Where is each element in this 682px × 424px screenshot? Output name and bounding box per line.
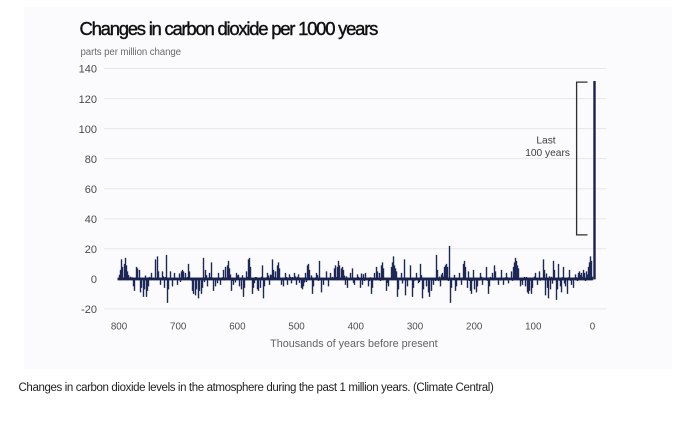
svg-text:400: 400 xyxy=(348,321,365,332)
svg-text:40: 40 xyxy=(85,214,97,226)
svg-text:20: 20 xyxy=(85,244,97,256)
svg-text:Last: Last xyxy=(536,136,555,147)
svg-text:60: 60 xyxy=(85,184,97,196)
svg-text:500: 500 xyxy=(288,321,305,332)
svg-text:300: 300 xyxy=(407,321,424,332)
svg-text:0: 0 xyxy=(91,274,97,286)
svg-text:120: 120 xyxy=(79,94,97,106)
svg-text:Thousands of years before pres: Thousands of years before present xyxy=(270,338,437,350)
svg-text:800: 800 xyxy=(111,321,128,332)
svg-text:80: 80 xyxy=(85,154,97,166)
svg-text:-20: -20 xyxy=(81,304,97,316)
svg-text:140: 140 xyxy=(79,64,97,76)
svg-text:200: 200 xyxy=(466,321,483,332)
svg-text:600: 600 xyxy=(229,321,246,332)
svg-text:0: 0 xyxy=(590,321,596,332)
svg-text:100: 100 xyxy=(525,321,542,332)
svg-text:100: 100 xyxy=(79,124,97,136)
svg-text:700: 700 xyxy=(170,321,187,332)
svg-text:100 years: 100 years xyxy=(525,148,570,159)
